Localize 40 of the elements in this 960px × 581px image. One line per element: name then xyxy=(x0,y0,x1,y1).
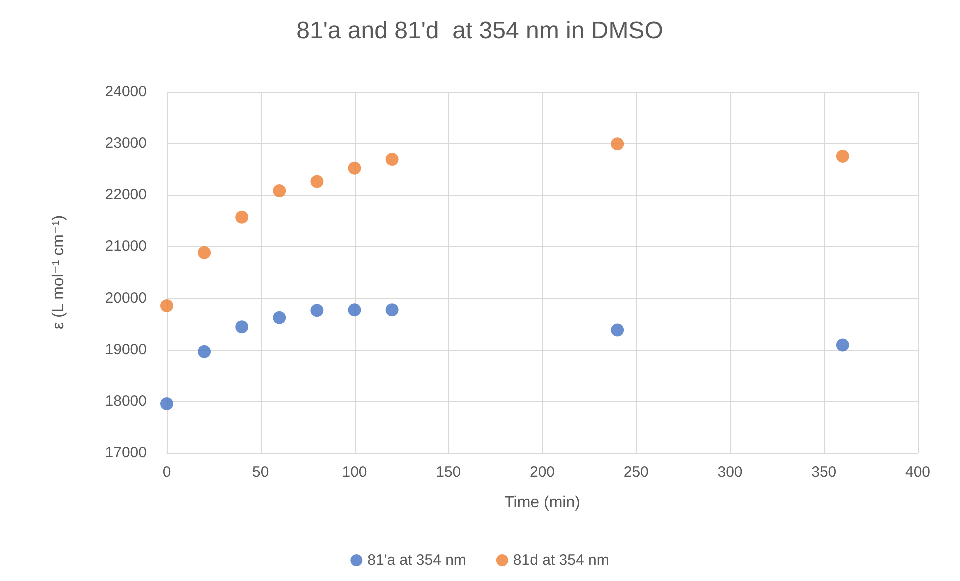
point xyxy=(273,311,286,324)
legend-label: 81d at 354 nm xyxy=(513,552,610,569)
point xyxy=(198,246,212,260)
x-axis-title: Time (min) xyxy=(504,494,580,512)
point xyxy=(160,398,174,411)
point xyxy=(386,304,399,317)
point xyxy=(160,300,174,313)
x-tick-label: 100 xyxy=(342,464,368,481)
x-tick-label: 200 xyxy=(530,464,556,481)
point xyxy=(198,345,212,358)
y-axis-title: ε (L mol⁻¹ cm⁻¹) xyxy=(50,215,68,330)
y-tick-label: 24000 xyxy=(105,84,147,100)
x-tick-label: 400 xyxy=(905,464,931,481)
point xyxy=(611,324,624,337)
x-tick-label: 150 xyxy=(436,464,462,481)
y-tick-label: 19000 xyxy=(105,341,147,358)
point xyxy=(348,304,362,317)
x-tick-label: 350 xyxy=(812,464,837,481)
point xyxy=(310,304,324,318)
point xyxy=(310,175,324,188)
point xyxy=(611,138,624,151)
point xyxy=(836,338,850,352)
y-tick-label: 17000 xyxy=(105,444,147,462)
point xyxy=(348,162,362,175)
point xyxy=(273,184,286,198)
y-tick-label: 18000 xyxy=(105,392,147,410)
point xyxy=(236,320,249,334)
y-tick-label: 22000 xyxy=(105,186,147,204)
x-tick-label: 50 xyxy=(252,464,270,481)
legend-label: 81'a at 354 nm xyxy=(368,552,466,569)
point xyxy=(836,150,850,163)
point xyxy=(236,210,249,224)
y-tick-label: 21000 xyxy=(105,238,147,256)
x-tick-label: 250 xyxy=(624,464,649,481)
x-tick-label: 0 xyxy=(162,464,172,481)
y-tick-label: 23000 xyxy=(105,135,147,152)
x-tick-label: 300 xyxy=(718,464,743,481)
point xyxy=(386,153,399,166)
chart-title: 81'a and 81'd at 354 nm in DMSO xyxy=(296,18,664,44)
y-tick-label: 20000 xyxy=(105,290,147,307)
